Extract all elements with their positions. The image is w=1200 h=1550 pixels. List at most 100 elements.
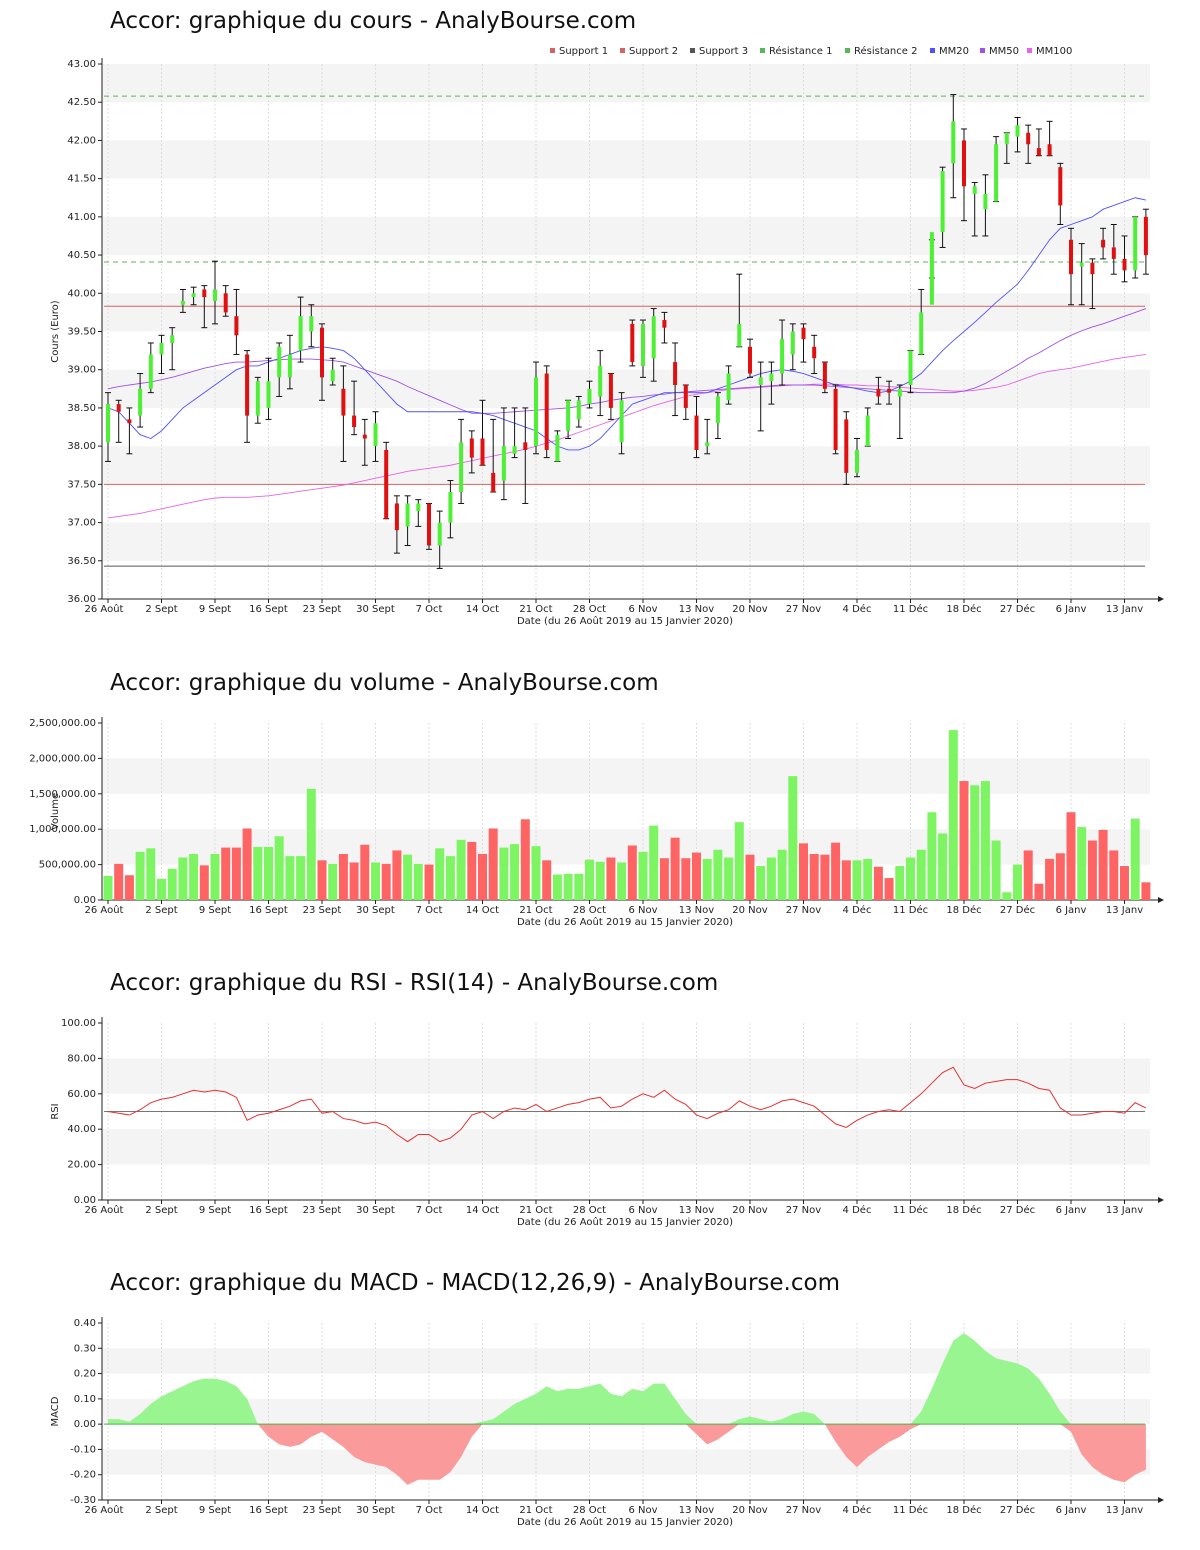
candle-up bbox=[501, 446, 506, 481]
price-y-tick-label: 37.00 bbox=[67, 518, 96, 529]
volume-x-tick-label: 2 Sept bbox=[145, 905, 177, 916]
candle-up bbox=[1079, 262, 1084, 267]
volume-bar bbox=[852, 860, 862, 900]
volume-bar bbox=[274, 836, 284, 900]
candle-up bbox=[512, 446, 517, 454]
volume-bar bbox=[424, 864, 434, 900]
macd-band bbox=[102, 1449, 1150, 1475]
candle-up bbox=[277, 346, 282, 378]
candle-up bbox=[459, 442, 464, 492]
volume-bar bbox=[542, 860, 552, 900]
candle-up bbox=[170, 335, 175, 343]
candle-up bbox=[106, 404, 110, 443]
legend-label: Résistance 1 bbox=[769, 45, 832, 57]
volume-x-tick-label: 18 Déc bbox=[946, 904, 981, 916]
price-x-tick-label: 7 Oct bbox=[416, 604, 443, 615]
macd-x-tick-label: 13 Nov bbox=[679, 1505, 715, 1516]
candle-up bbox=[908, 350, 913, 385]
price-band bbox=[102, 293, 1150, 332]
volume-bar bbox=[788, 776, 798, 900]
volume-x-tick-label: 21 Oct bbox=[519, 905, 552, 916]
volume-x-tick-label: 26 Août bbox=[85, 904, 124, 916]
volume-bar bbox=[114, 863, 124, 900]
rsi-x-tick-label: 21 Oct bbox=[519, 1205, 552, 1216]
price-x-tick-label: 13 Janv bbox=[1106, 604, 1143, 615]
rsi-y-tick-label: 40.00 bbox=[67, 1124, 96, 1135]
macd-chart: -0.30 -0.20 -0.10 0.00 0.10 0.20 0.30 0.40 26 Ao… bbox=[50, 1317, 1164, 1528]
candle-down bbox=[822, 362, 827, 389]
volume-bar bbox=[435, 848, 445, 900]
price-x-tick-label: 27 Nov bbox=[786, 604, 822, 615]
volume-bar bbox=[595, 861, 605, 900]
candle-down bbox=[630, 323, 635, 363]
volume-bar bbox=[1098, 829, 1108, 900]
candle-up bbox=[769, 373, 774, 382]
candle-up bbox=[437, 522, 442, 546]
legend-label: Résistance 2 bbox=[854, 45, 917, 57]
volume-bar bbox=[103, 875, 113, 900]
candle-down bbox=[491, 472, 496, 492]
candle-up bbox=[705, 442, 710, 447]
volume-bar bbox=[809, 853, 819, 900]
price-y-tick-label: 38.00 bbox=[67, 441, 96, 452]
rsi-y-axis-label: RSI bbox=[50, 1103, 61, 1119]
candle-down bbox=[223, 293, 228, 313]
candle-up bbox=[715, 396, 720, 424]
legend-label: Support 1 bbox=[559, 46, 608, 57]
price-x-tick-label: 14 Oct bbox=[466, 604, 499, 615]
volume-bar bbox=[306, 788, 316, 900]
legend-swatch bbox=[930, 48, 935, 53]
price-y-tick-label: 39.00 bbox=[67, 365, 96, 376]
volume-bar bbox=[1109, 850, 1119, 900]
candle-down bbox=[384, 449, 389, 519]
volume-bar bbox=[895, 866, 905, 900]
volume-x-tick-label: 11 Déc bbox=[893, 904, 928, 916]
macd-x-tick-label: 4 Déc bbox=[843, 1504, 872, 1516]
macd-y-tick-label: 0.40 bbox=[74, 1318, 96, 1329]
volume-x-tick-label: 4 Déc bbox=[843, 904, 872, 916]
price-y-axis-label: Cours (Euro) bbox=[50, 300, 61, 363]
candle-down bbox=[1111, 247, 1116, 259]
macd-x-tick-label: 7 Oct bbox=[416, 1505, 443, 1516]
price-x-tick-label: 16 Sept bbox=[249, 604, 288, 615]
candle-down bbox=[876, 388, 881, 397]
volume-bar bbox=[167, 868, 177, 900]
candle-down bbox=[812, 346, 817, 359]
volume-bar bbox=[756, 866, 766, 900]
volume-bar bbox=[991, 840, 1001, 900]
volume-bar bbox=[488, 828, 498, 900]
volume-bar bbox=[413, 863, 423, 900]
candle-down bbox=[833, 388, 838, 450]
candle-down bbox=[748, 346, 752, 374]
volume-bar bbox=[467, 841, 477, 900]
candle-up bbox=[651, 316, 656, 359]
candle-up bbox=[919, 312, 924, 355]
volume-x-tick-label: 27 Nov bbox=[786, 905, 822, 916]
candle-up bbox=[448, 492, 453, 523]
volume-bar bbox=[231, 847, 241, 900]
candle-down bbox=[362, 434, 367, 439]
rsi-y-tick-label: 100.00 bbox=[61, 1018, 96, 1029]
candle-down bbox=[202, 289, 207, 298]
volume-bar bbox=[745, 854, 755, 900]
macd-x-tick-label: 6 Janv bbox=[1056, 1505, 1087, 1516]
candle-up bbox=[940, 171, 945, 233]
macd-x-tick-label: 28 Oct bbox=[573, 1505, 606, 1516]
price-x-tick-label: 2 Sept bbox=[145, 604, 177, 615]
macd-y-tick-label: 0.00 bbox=[74, 1419, 96, 1430]
candle-down bbox=[673, 362, 678, 385]
candle-up bbox=[790, 331, 795, 355]
volume-bar bbox=[927, 812, 937, 900]
macd-x-axis-label: Date (du 26 Août 2019 au 15 Janvier 2020… bbox=[517, 1516, 733, 1528]
candle-up bbox=[972, 186, 977, 194]
volume-bar bbox=[135, 851, 145, 900]
candle-down bbox=[887, 388, 892, 393]
price-band bbox=[102, 446, 1150, 485]
volume-bar bbox=[1130, 818, 1140, 900]
candle-up bbox=[758, 377, 763, 385]
volume-bar bbox=[627, 845, 637, 900]
price-x-tick-label: 6 Nov bbox=[628, 604, 657, 615]
volume-x-arrow bbox=[1158, 897, 1164, 903]
volume-bar bbox=[617, 862, 627, 900]
macd-y-tick-label: -0.20 bbox=[70, 1470, 96, 1481]
